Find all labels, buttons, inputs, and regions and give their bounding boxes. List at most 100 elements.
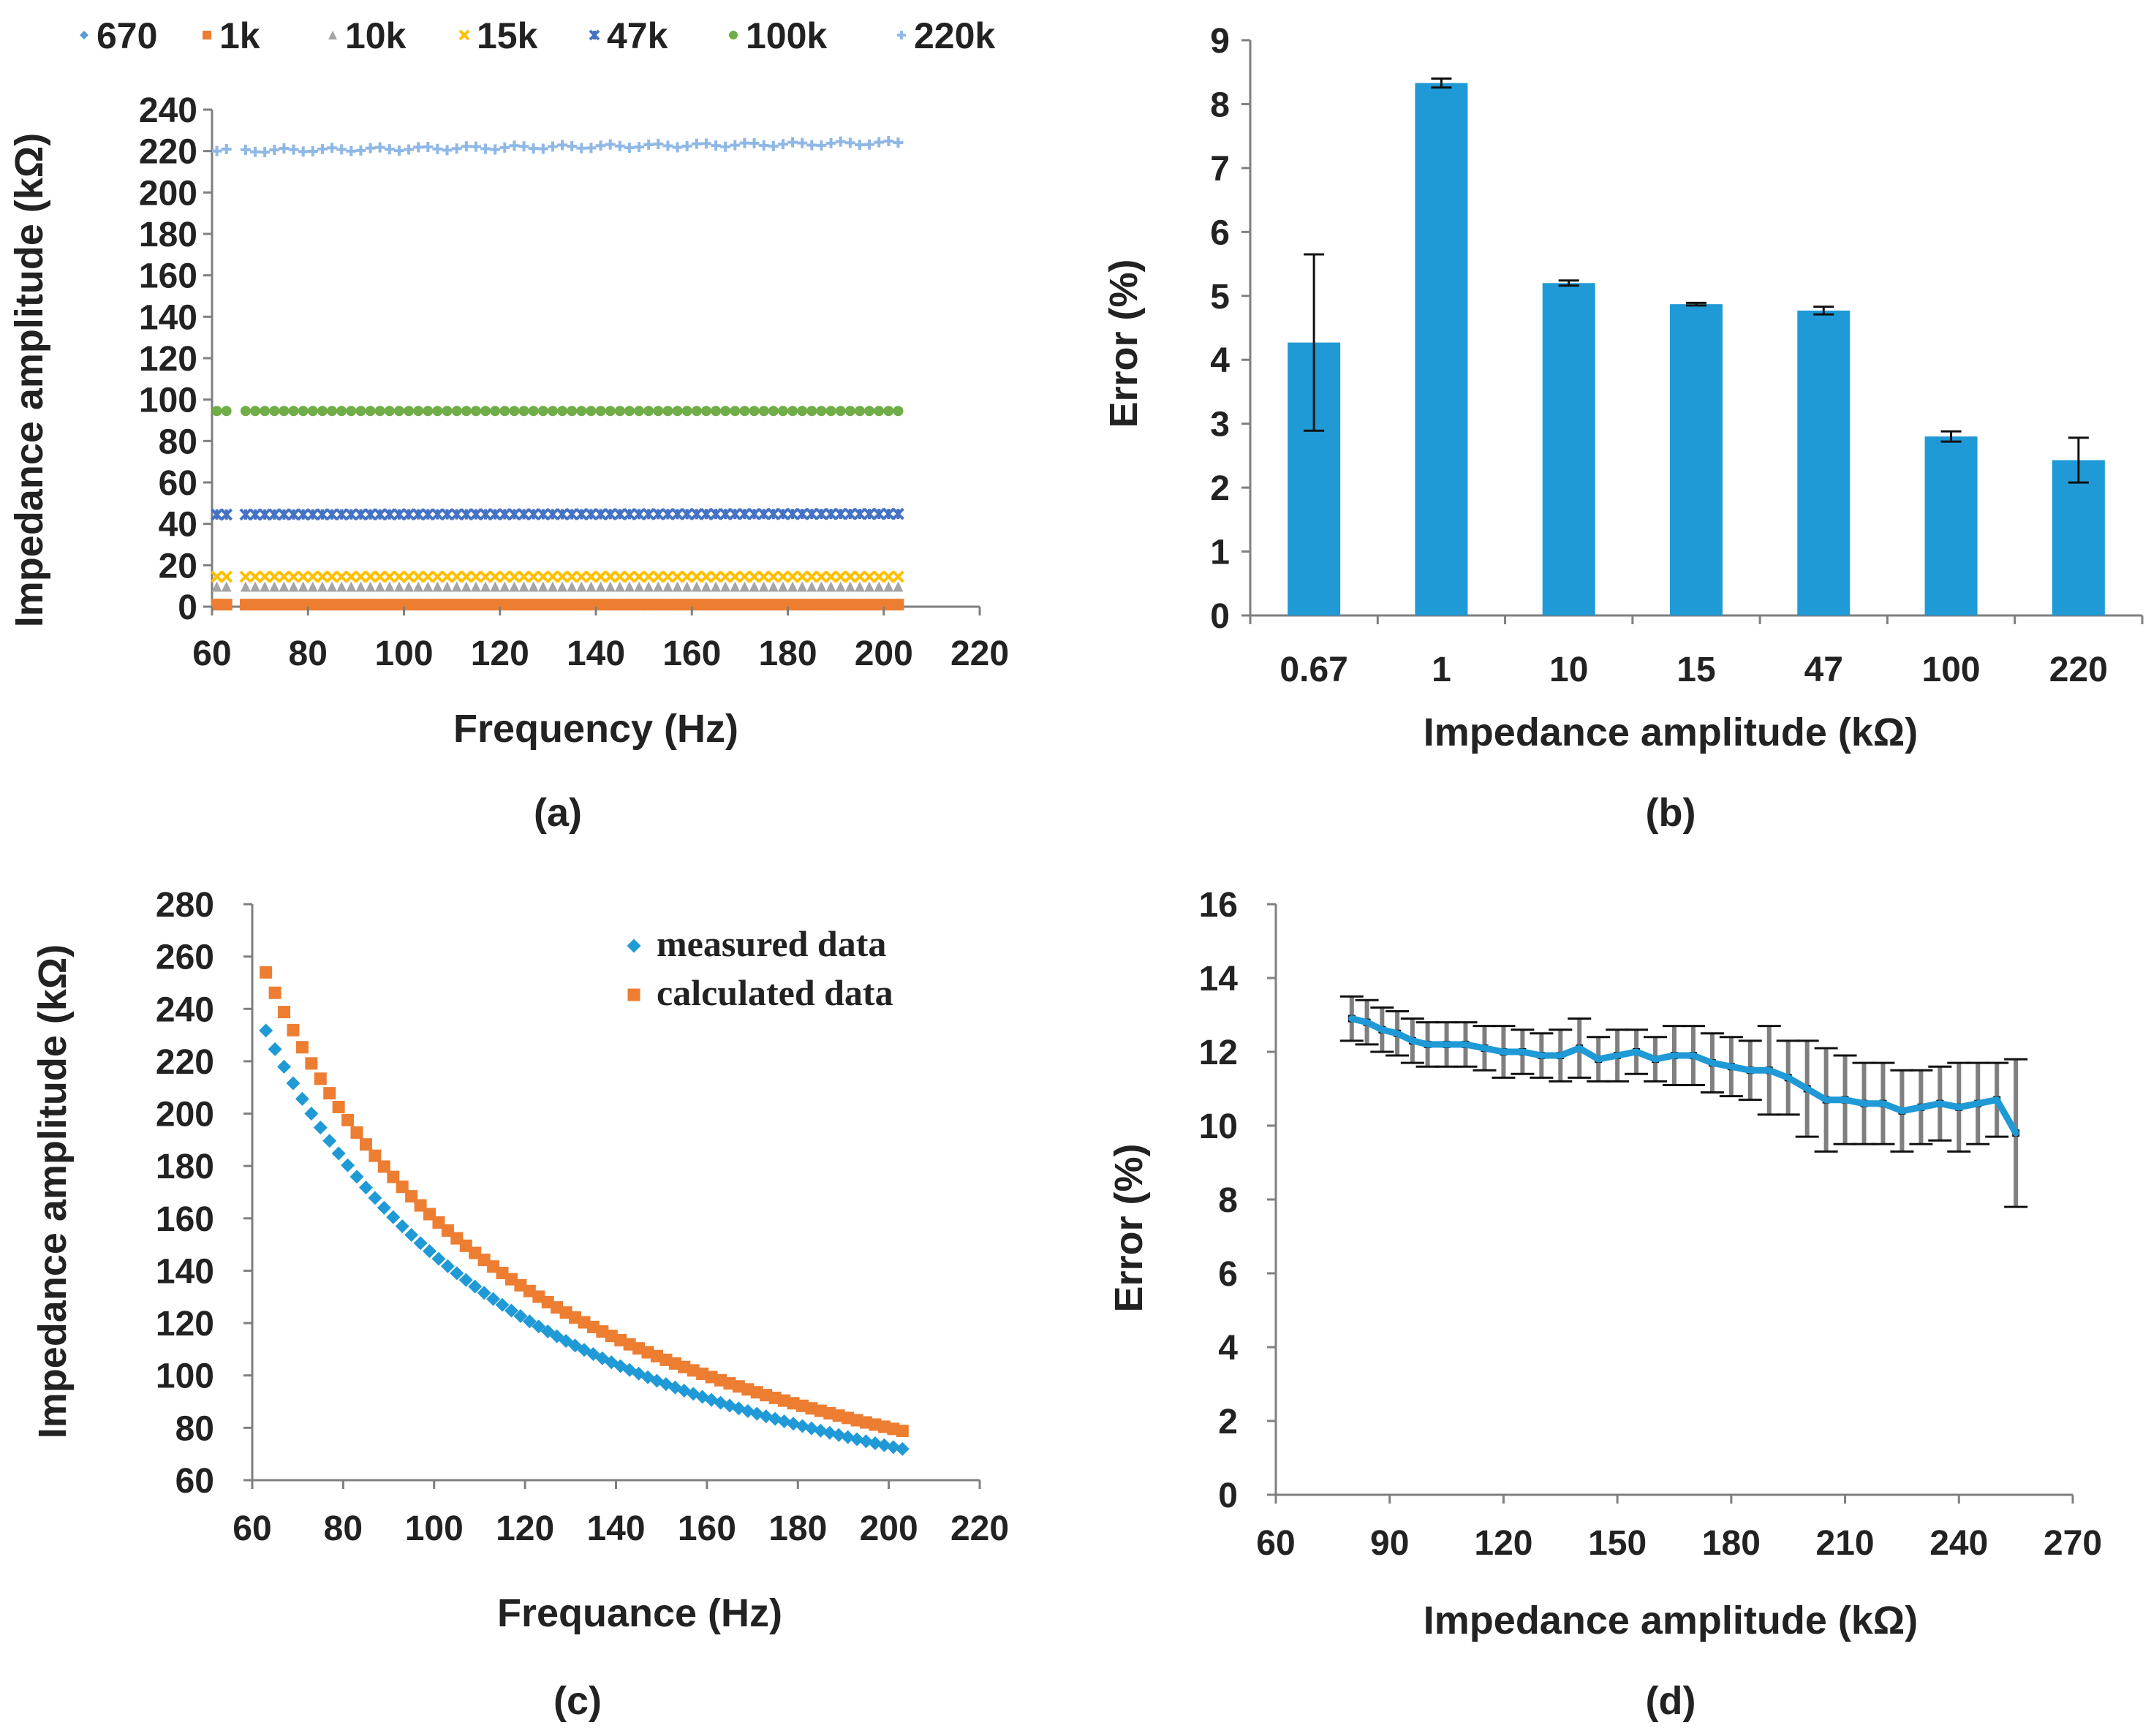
series-15k bbox=[211, 570, 904, 583]
bar-15 bbox=[1670, 304, 1723, 615]
legend-label-c: calculated data bbox=[657, 972, 893, 1013]
point-47k bbox=[268, 508, 281, 521]
point-100k bbox=[624, 406, 635, 417]
marks-c bbox=[259, 966, 910, 1456]
point-10k bbox=[624, 581, 635, 592]
point-47k bbox=[344, 508, 358, 521]
point-100k bbox=[547, 406, 558, 417]
point-220k bbox=[700, 138, 711, 149]
point-1k bbox=[326, 599, 339, 611]
point-10k bbox=[739, 581, 750, 592]
point-47k bbox=[441, 508, 453, 521]
point-100k bbox=[260, 406, 271, 417]
point-220k bbox=[374, 142, 385, 153]
x-tick-label-c: 120 bbox=[496, 1509, 554, 1548]
point-1k bbox=[249, 599, 262, 611]
legend-marker-100k bbox=[729, 31, 738, 39]
point-calculated-data bbox=[268, 986, 281, 999]
point-100k bbox=[346, 406, 357, 417]
point-measured-data bbox=[532, 1319, 546, 1334]
y-axis-title-c: Impedance amplitude (kΩ) bbox=[31, 944, 75, 1439]
point-15k bbox=[220, 570, 233, 583]
x-tick-label-d: 180 bbox=[1702, 1524, 1761, 1563]
y-tick-label-a: 60 bbox=[159, 464, 197, 503]
bar-1 bbox=[1415, 83, 1468, 616]
point-15k bbox=[479, 570, 492, 583]
y-tick-label-b: 1 bbox=[1210, 534, 1230, 572]
point-measured-data bbox=[886, 1440, 901, 1455]
point-10k bbox=[595, 581, 606, 592]
bars-b bbox=[1288, 83, 2105, 616]
point-47k bbox=[498, 508, 511, 520]
point-10k bbox=[404, 581, 415, 592]
point-1k bbox=[844, 599, 856, 611]
point-100k bbox=[883, 406, 894, 417]
point-100k bbox=[614, 406, 625, 417]
point-100k bbox=[480, 406, 491, 417]
legend-marker-47k bbox=[589, 29, 600, 41]
point-220k bbox=[797, 137, 808, 148]
point-100k bbox=[365, 406, 376, 417]
point-1k bbox=[873, 599, 885, 611]
point-calculated-data bbox=[295, 1041, 309, 1054]
point-47k bbox=[853, 507, 866, 520]
panel-d: 0 2 4 6 8 10 12 14 16 60 90 120 150 180 210 240 270 Imp… bbox=[1107, 886, 2102, 1723]
x-tick-label-c: 100 bbox=[405, 1509, 464, 1548]
point-10k bbox=[461, 581, 472, 592]
point-1k bbox=[623, 599, 635, 611]
point-15k bbox=[278, 570, 290, 583]
point-15k bbox=[604, 570, 617, 583]
point-10k bbox=[490, 581, 501, 592]
panel-label-c: (c) bbox=[553, 1679, 602, 1723]
error-bar-1 bbox=[1431, 77, 1452, 89]
point-15k bbox=[316, 570, 329, 583]
x-tick-label-c: 180 bbox=[768, 1509, 827, 1548]
point-47k bbox=[642, 507, 655, 520]
point-220k bbox=[672, 142, 683, 153]
point-measured-data bbox=[286, 1076, 300, 1091]
point-220k bbox=[720, 141, 731, 152]
legend-label-c: measured data bbox=[657, 923, 886, 964]
x-tick-label-c: 220 bbox=[950, 1509, 1009, 1548]
point-1k bbox=[652, 599, 665, 611]
y-tick-label-d: 8 bbox=[1218, 1181, 1238, 1220]
point-1k bbox=[393, 599, 405, 611]
point-1k bbox=[700, 599, 712, 611]
point-1k bbox=[662, 599, 674, 611]
series-line-d bbox=[1348, 1015, 2019, 1137]
point-measured-data bbox=[322, 1134, 337, 1148]
point-10k bbox=[547, 581, 558, 592]
point-1k bbox=[882, 599, 895, 611]
point-calculated-data bbox=[350, 1126, 363, 1139]
point-100k bbox=[461, 406, 472, 417]
series-47k bbox=[211, 507, 904, 521]
point-10k bbox=[298, 581, 309, 592]
point-measured-data bbox=[368, 1191, 382, 1205]
point-47k bbox=[748, 507, 760, 520]
point-measured-data bbox=[259, 1023, 273, 1038]
point-220k bbox=[557, 140, 568, 151]
point-1k bbox=[364, 599, 377, 611]
point-15k bbox=[421, 570, 434, 583]
panel-label-d: (d) bbox=[1646, 1679, 1696, 1723]
point-measured-data bbox=[404, 1227, 419, 1242]
point-1k bbox=[508, 599, 521, 611]
marks-a bbox=[211, 135, 904, 611]
point-47k bbox=[651, 507, 665, 520]
point-10k bbox=[711, 581, 722, 592]
point-47k bbox=[681, 507, 694, 520]
point-10k bbox=[327, 581, 338, 592]
point-47k bbox=[287, 508, 300, 521]
point-220k bbox=[586, 143, 597, 153]
point-47k bbox=[834, 507, 847, 520]
x-tick-label-d: 120 bbox=[1474, 1524, 1532, 1563]
x-tick-label-b: 10 bbox=[1549, 651, 1588, 689]
point-15k bbox=[364, 570, 377, 583]
point-10k bbox=[499, 581, 510, 592]
point-15k bbox=[623, 570, 636, 583]
point-47k bbox=[844, 507, 857, 520]
point-100k bbox=[211, 406, 222, 417]
point-10k bbox=[653, 581, 664, 592]
point-1k bbox=[748, 599, 760, 611]
panel-c: 60 80 100 120 140 160 180 200 220 240 260 280 60 80 1… bbox=[31, 886, 1009, 1723]
